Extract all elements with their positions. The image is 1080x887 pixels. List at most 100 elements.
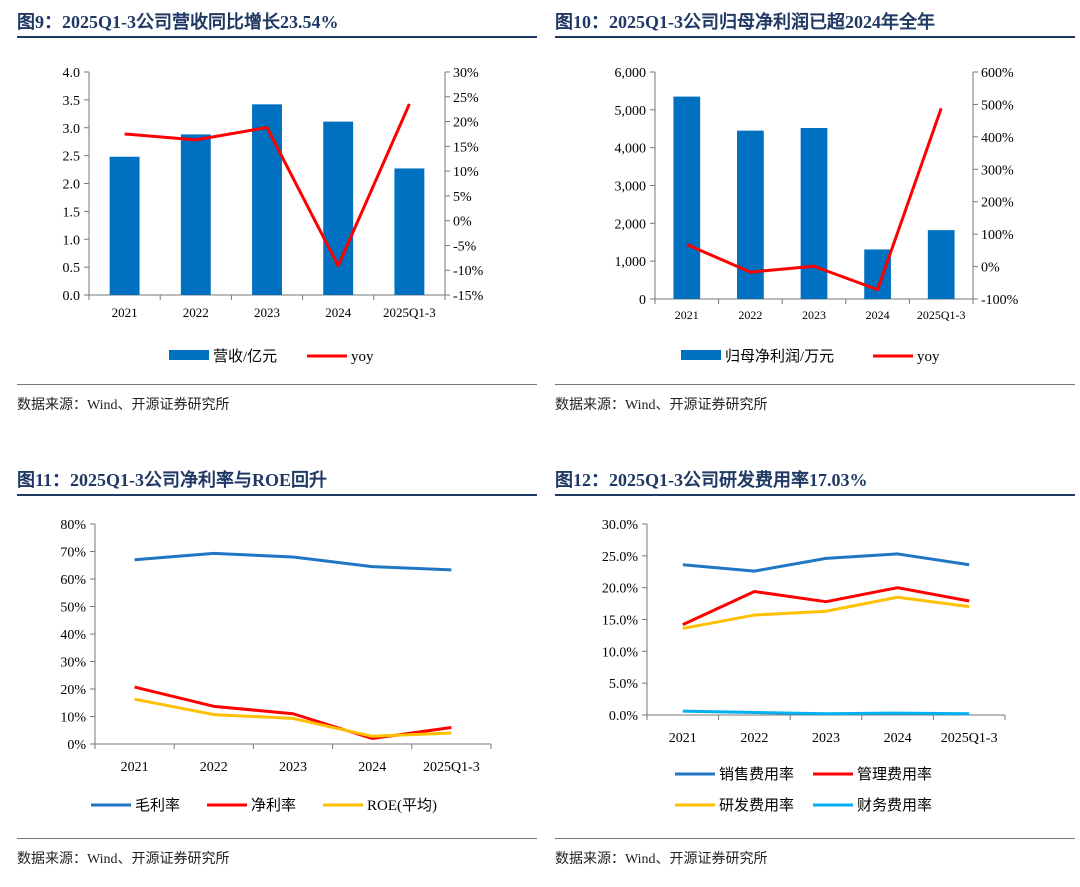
y-tick-label: 2,000 (615, 217, 647, 232)
y-tick-label: 2.0 (63, 178, 81, 193)
y-tick-label: 30.0% (602, 518, 639, 533)
y-tick-label: 5,000 (615, 104, 647, 119)
y-tick-label: 30% (60, 656, 86, 671)
bar (323, 122, 353, 295)
x-tick-label: 2022 (200, 760, 228, 775)
y-tick-label: 6,000 (615, 66, 647, 81)
x-tick-label: 2025Q1-3 (941, 731, 998, 746)
y-tick-label: 4.0 (63, 66, 81, 81)
figure-11-source: 数据来源：Wind、开源证券研究所 (17, 838, 537, 868)
y-tick-label: 5.0% (609, 677, 639, 692)
x-tick-label: 2022 (738, 308, 762, 322)
y2-tick-label: 15% (453, 140, 479, 155)
x-tick-label: 2024 (325, 305, 352, 320)
x-tick-label: 2025Q1-3 (423, 760, 480, 775)
bar (801, 128, 828, 299)
y-tick-label: 2.5 (63, 150, 81, 165)
x-tick-label: 2022 (183, 305, 209, 320)
x-tick-label: 2025Q1-3 (383, 305, 436, 320)
legend-label: 毛利率 (135, 797, 180, 814)
y2-tick-label: -100% (981, 293, 1019, 308)
legend-swatch (169, 350, 209, 360)
y2-tick-label: 0% (453, 215, 472, 230)
y-tick-label: 0.5 (63, 261, 81, 276)
y2-tick-label: 200% (981, 196, 1014, 211)
legend-label: 管理费用率 (857, 766, 932, 783)
legend-label: 财务费用率 (857, 797, 932, 814)
y-tick-label: 25.0% (602, 550, 639, 565)
legend-label: 研发费用率 (719, 797, 794, 814)
bar (737, 131, 764, 299)
legend-label: 营收/亿元 (213, 348, 277, 365)
y-tick-label: 3.0 (63, 122, 81, 137)
bar (181, 134, 211, 295)
x-tick-label: 2025Q1-3 (917, 308, 966, 322)
figure-10-chart: 01,0002,0003,0004,0005,0006,000-100%0%10… (555, 38, 1075, 383)
y2-tick-label: 0% (981, 261, 1000, 276)
x-tick-label: 2022 (740, 731, 768, 746)
series-line (683, 554, 969, 571)
y-tick-label: 1,000 (615, 255, 647, 270)
figure-9-title: 图9：2025Q1-3公司营收同比增长23.54% (17, 4, 537, 38)
y2-tick-label: 400% (981, 131, 1014, 146)
figure-12-title: 图12：2025Q1-3公司研发费用率17.03% (555, 462, 1075, 496)
x-tick-label: 2023 (279, 760, 307, 775)
bar (394, 168, 424, 295)
bar (110, 157, 140, 295)
x-tick-label: 2021 (121, 760, 149, 775)
y-tick-label: 10.0% (602, 645, 639, 660)
y-tick-label: 40% (60, 628, 86, 643)
x-tick-label: 2024 (866, 308, 890, 322)
bar (864, 249, 891, 299)
x-tick-label: 2023 (254, 305, 280, 320)
y-tick-label: 0.0% (609, 709, 639, 724)
series-line (135, 699, 452, 736)
x-tick-label: 2023 (802, 308, 826, 322)
y-tick-label: 80% (60, 518, 86, 533)
legend-label: yoy (917, 349, 940, 365)
figure-9-chart: 0.00.51.01.52.02.53.03.54.0-15%-10%-5%0%… (17, 38, 537, 383)
y2-tick-label: 300% (981, 163, 1014, 178)
x-tick-label: 2023 (812, 731, 840, 746)
y2-tick-label: 20% (453, 116, 479, 131)
figure-10-source: 数据来源：Wind、开源证券研究所 (555, 384, 1075, 414)
legend-label: 净利率 (251, 797, 296, 814)
y2-tick-label: -10% (453, 264, 484, 279)
bar (252, 104, 282, 295)
y-tick-label: 0% (67, 738, 86, 753)
y2-tick-label: -15% (453, 289, 484, 304)
y-tick-label: 0.0 (63, 289, 81, 304)
y2-tick-label: 10% (453, 165, 479, 180)
bar (673, 97, 700, 299)
legend-label: yoy (351, 349, 374, 365)
legend-swatch (681, 350, 721, 360)
y-tick-label: 10% (60, 711, 86, 726)
y2-tick-label: 500% (981, 98, 1014, 113)
bar (928, 230, 955, 299)
y-tick-label: 50% (60, 601, 86, 616)
y-tick-label: 3,000 (615, 180, 647, 195)
x-tick-label: 2021 (112, 305, 138, 320)
figure-9-source: 数据来源：Wind、开源证券研究所 (17, 384, 537, 414)
x-tick-label: 2021 (675, 308, 699, 322)
y2-tick-label: -5% (453, 239, 477, 254)
y2-tick-label: 5% (453, 190, 472, 205)
legend-label: ROE(平均) (367, 797, 437, 814)
figure-11-panel: 图11：2025Q1-3公司净利率与ROE回升 0%10%20%30%40%50… (17, 462, 537, 887)
y-tick-label: 20% (60, 683, 86, 698)
series-line (683, 711, 969, 714)
series-line (135, 687, 452, 738)
legend-label: 销售费用率 (719, 766, 794, 783)
y2-tick-label: 100% (981, 228, 1014, 243)
y-tick-label: 3.5 (63, 94, 81, 109)
y-tick-label: 20.0% (602, 582, 639, 597)
x-tick-label: 2024 (358, 760, 386, 775)
figure-10-title: 图10：2025Q1-3公司归母净利润已超2024年全年 (555, 4, 1075, 38)
y2-tick-label: 25% (453, 91, 479, 106)
y2-tick-label: 30% (453, 66, 479, 81)
y2-tick-label: 600% (981, 66, 1014, 81)
legend-label: 归母净利润/万元 (725, 348, 834, 365)
